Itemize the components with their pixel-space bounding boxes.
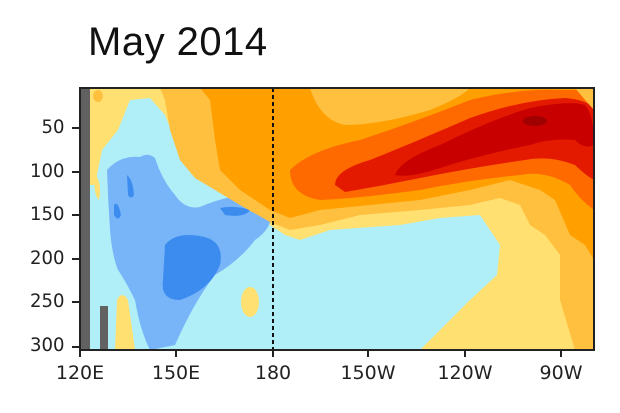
x-tick-label: 150W: [340, 362, 396, 384]
x-tick-label: 150E: [151, 362, 201, 384]
chart-title: May 2014: [88, 20, 268, 64]
y-tick-label: 50: [41, 116, 65, 138]
y-tick-label: 100: [30, 160, 65, 182]
x-tick-label: 120E: [55, 362, 105, 384]
x-axis-ticks: [79, 350, 562, 357]
land-mask-2: [100, 306, 108, 350]
y-tick-label: 150: [30, 203, 65, 225]
land-mask: [80, 88, 90, 350]
y-tick-label: 250: [30, 290, 65, 312]
heatmap-field: [80, 88, 594, 350]
y-tick-label: 200: [30, 247, 65, 269]
x-tick-label: 120W: [437, 362, 493, 384]
plot-frame: [79, 87, 595, 351]
y-tick-label: 300: [30, 334, 65, 356]
y-axis-ticks: [72, 127, 80, 348]
x-tick-label: 180: [254, 362, 292, 384]
x-tick-label: 90W: [539, 362, 583, 384]
